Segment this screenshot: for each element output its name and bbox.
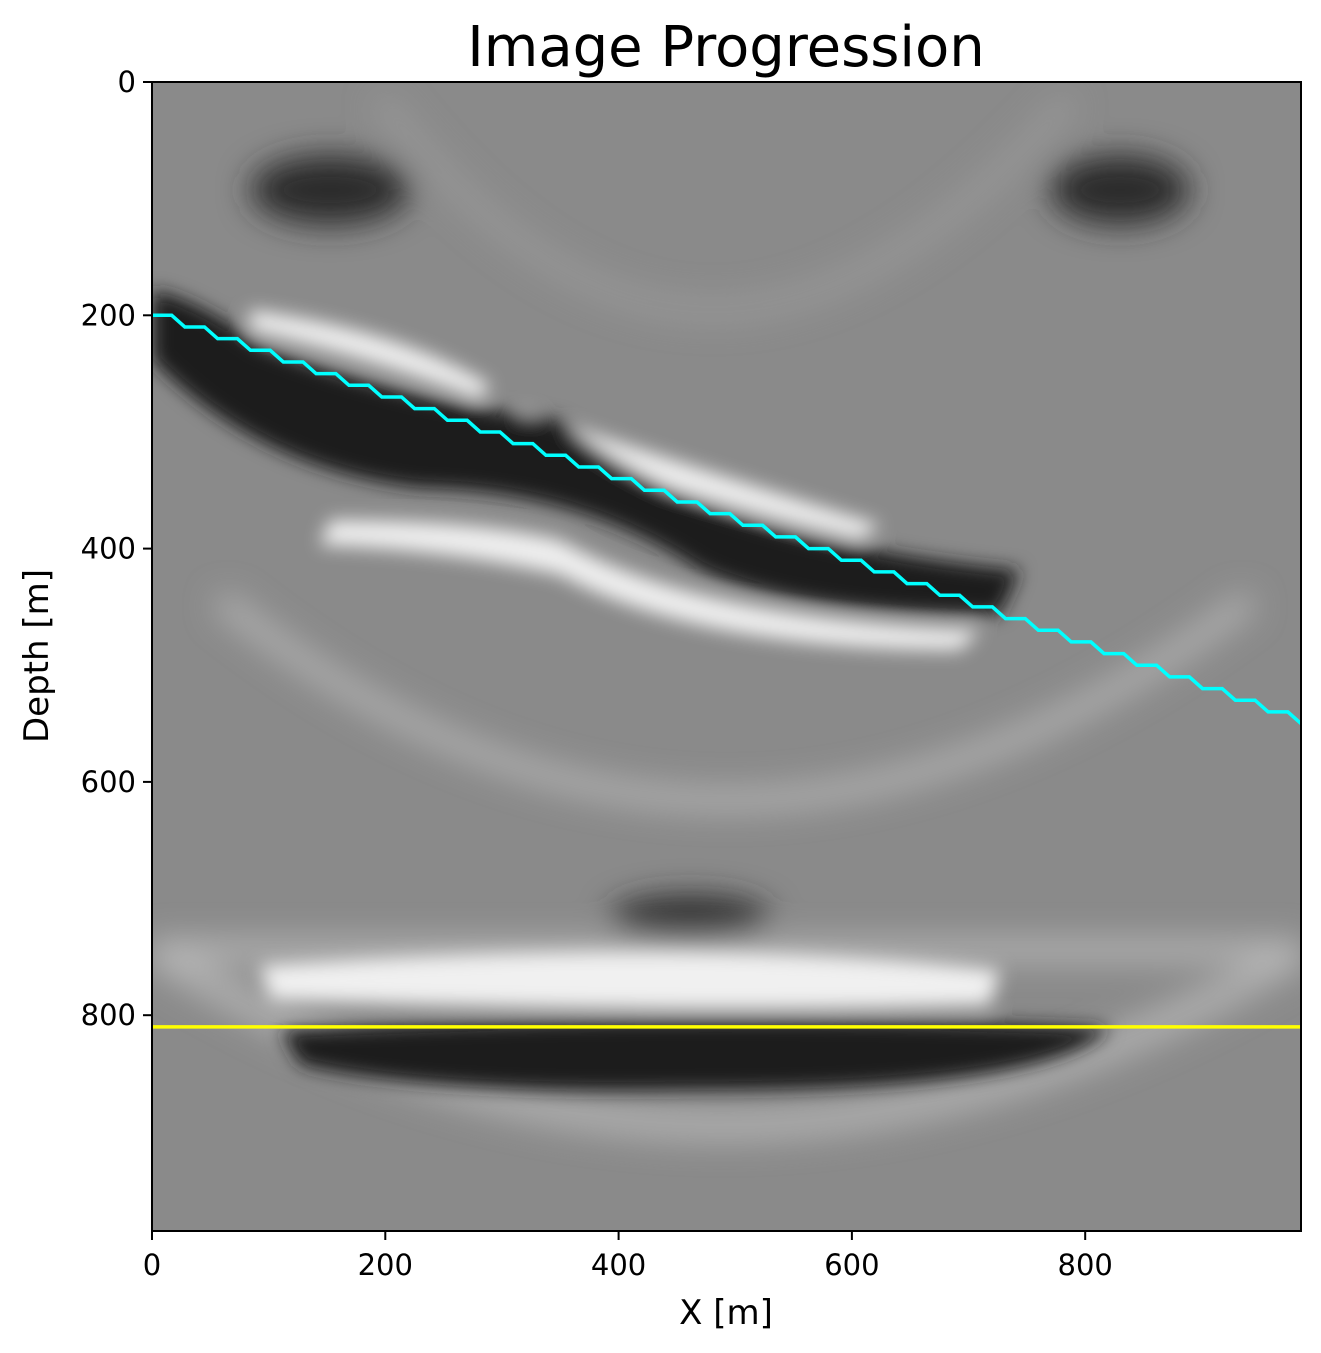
y-tick-label: 0 (118, 65, 136, 99)
y-tick-label: 800 (81, 998, 136, 1032)
plot-frame (151, 81, 1302, 1232)
x-tick-label: 800 (1058, 1248, 1113, 1282)
x-axis-label: X [m] (679, 1293, 773, 1333)
x-tick-label: 400 (591, 1248, 646, 1282)
y-axis-label: Depth [m] (17, 569, 57, 743)
chart-title: Image Progression (467, 15, 984, 80)
x-tick-label: 0 (143, 1248, 161, 1282)
y-tick-label: 600 (81, 765, 136, 799)
x-tick-label: 200 (358, 1248, 413, 1282)
cyan-step-line (152, 313, 1301, 725)
y-tick-label: 400 (81, 532, 136, 566)
x-tick-label: 600 (824, 1248, 879, 1282)
seismic-image (152, 82, 1301, 1231)
y-tick-label: 200 (81, 298, 136, 332)
